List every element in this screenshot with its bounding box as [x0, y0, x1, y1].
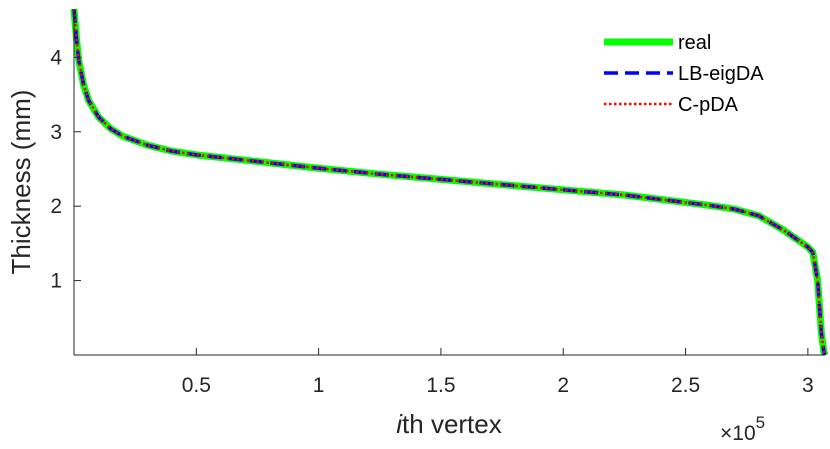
x-tick-label: 3 [802, 374, 814, 397]
legend-label-lb-eigda: LB-eigDA [678, 63, 764, 85]
legend-label-real: real [678, 32, 711, 54]
x-axis-label: ith vertex [396, 409, 502, 439]
x-axis-multiplier-exponent: 5 [756, 413, 765, 432]
y-tick-label: 4 [50, 46, 62, 69]
x-axis-label-rest: th vertex [402, 409, 502, 439]
y-axis-label: Thickness (mm) [6, 90, 36, 275]
x-tick-label: 1.5 [426, 374, 455, 397]
legend-label-c-pda: C-pDA [678, 94, 739, 116]
y-tick-label: 3 [50, 121, 62, 144]
y-tick-label: 2 [50, 195, 62, 218]
x-tick-label: 0.5 [182, 374, 211, 397]
x-tick-label: 1 [313, 374, 325, 397]
x-axis-multiplier-base: ×10 [720, 422, 756, 445]
x-tick-label: 2 [557, 374, 569, 397]
y-tick-label: 1 [50, 270, 62, 293]
x-tick-label: 2.5 [671, 374, 700, 397]
